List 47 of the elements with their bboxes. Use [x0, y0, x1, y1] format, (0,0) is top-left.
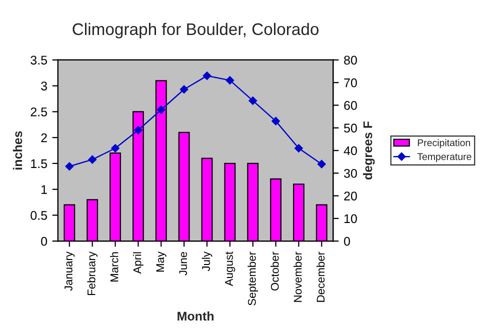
- point: [294, 144, 303, 152]
- y-tick-label: 2: [41, 133, 47, 142]
- x-tick-label: December: [316, 252, 325, 302]
- y-tick-label: 1: [42, 185, 47, 194]
- y2-tick-label: 50: [344, 124, 357, 133]
- y-tick-label: 3.5: [30, 56, 48, 65]
- point: [134, 126, 142, 134]
- y2-tick-label: 40: [344, 146, 357, 156]
- point: [111, 144, 120, 152]
- x-tick-label: June: [179, 252, 188, 276]
- y-axis-title: inches: [12, 131, 22, 170]
- x-axis-title: Month: [178, 311, 214, 321]
- point: [226, 76, 234, 84]
- y-tick-label: 0: [41, 236, 48, 246]
- y2-tick-label: 0: [344, 236, 350, 246]
- x-tick-label: October: [270, 252, 279, 291]
- y2-tick-label: 30: [344, 168, 357, 178]
- legend-label: Precipitation: [418, 139, 470, 148]
- legend-label: Temperature: [417, 153, 472, 162]
- y2-tick-label: 70: [344, 78, 357, 88]
- point: [202, 72, 212, 80]
- x-tick-label: March: [110, 252, 118, 282]
- x-tick-label: February: [87, 252, 98, 296]
- y2-tick-label: 10: [344, 214, 357, 224]
- point: [180, 85, 188, 94]
- x-tick-label: May: [156, 252, 166, 272]
- y-tick-label: 3: [41, 82, 47, 90]
- x-tick-label: July: [202, 252, 212, 272]
- x-tick-label: January: [64, 252, 75, 291]
- x-tick-label: November: [294, 252, 302, 302]
- y-tick-label: 1.5: [31, 159, 48, 168]
- point: [248, 96, 257, 105]
- y2-tick-label: 20: [344, 192, 357, 200]
- y-tick-label: 0.5: [30, 211, 48, 220]
- point: [88, 155, 96, 164]
- y2-axis-title: degrees F: [362, 121, 375, 180]
- y2-tick-label: 80: [344, 56, 357, 65]
- x-tick-label: September: [248, 252, 258, 306]
- point: [318, 160, 326, 168]
- point: [157, 106, 166, 114]
- x-tick-label: August: [225, 252, 236, 286]
- point: [65, 162, 74, 170]
- y-tick-label: 2.5: [30, 108, 48, 116]
- chart-title: Climograph for Boulder, Colorado: [72, 22, 319, 38]
- point: [272, 116, 280, 126]
- y2-tick-label: 60: [344, 101, 357, 110]
- x-tick-label: April: [133, 252, 144, 274]
